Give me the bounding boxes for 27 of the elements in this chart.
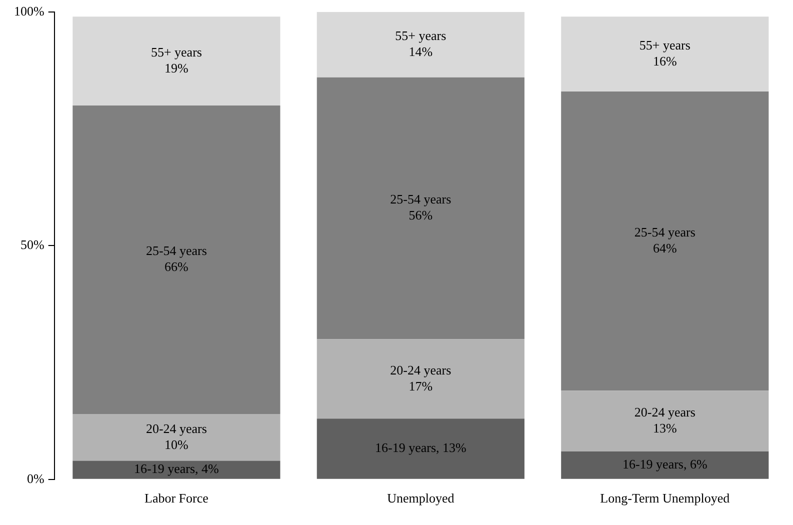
data-label: 16-19 years, 4%: [134, 461, 220, 476]
x-tick-label: Labor Force: [144, 490, 209, 506]
series-label: 55+ years: [395, 28, 446, 44]
text: 55+ years: [639, 37, 690, 52]
text: 20-24 years: [634, 404, 696, 420]
text: 20-24 years: [390, 362, 452, 378]
data-label: 19%: [164, 60, 189, 76]
text: 55+ years: [150, 44, 202, 60]
text: 25-54 years: [634, 224, 696, 240]
text: 25-54 years: [146, 243, 207, 258]
data-label: 13%: [652, 420, 677, 436]
y-tick-label: 0%: [26, 470, 44, 486]
x-tick-label: Long-Term Unemployed: [600, 490, 730, 506]
data-label: 10%: [164, 436, 189, 452]
data-label: 64%: [652, 240, 677, 256]
data-label: 14%: [408, 44, 433, 60]
series-label: 25-54 years: [390, 192, 452, 207]
data-label: 16-19 years, 6%: [622, 456, 708, 472]
x-tick-label: Unemployed: [387, 490, 455, 506]
data-label: 66%: [164, 259, 189, 274]
y-tick-label: 50%: [20, 237, 44, 252]
y-tick-label: 100%: [14, 3, 44, 18]
series-label: 20-24 years: [146, 420, 207, 436]
data-label: 16%: [652, 53, 677, 68]
data-label: 16-19 years, 13%: [374, 440, 466, 456]
data-label: 56%: [408, 208, 433, 223]
data-label: 17%: [408, 378, 433, 394]
